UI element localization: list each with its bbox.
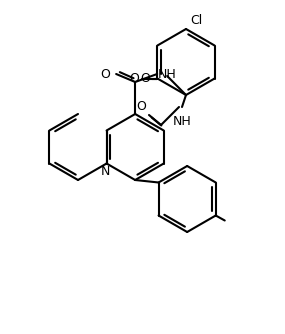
Text: O: O — [141, 72, 150, 85]
Text: Cl: Cl — [190, 14, 202, 27]
Text: O: O — [136, 100, 146, 113]
Text: NH: NH — [173, 115, 191, 128]
Text: O: O — [100, 67, 110, 80]
Text: NH: NH — [158, 67, 177, 80]
Text: O: O — [130, 72, 139, 85]
Text: N: N — [101, 165, 110, 177]
